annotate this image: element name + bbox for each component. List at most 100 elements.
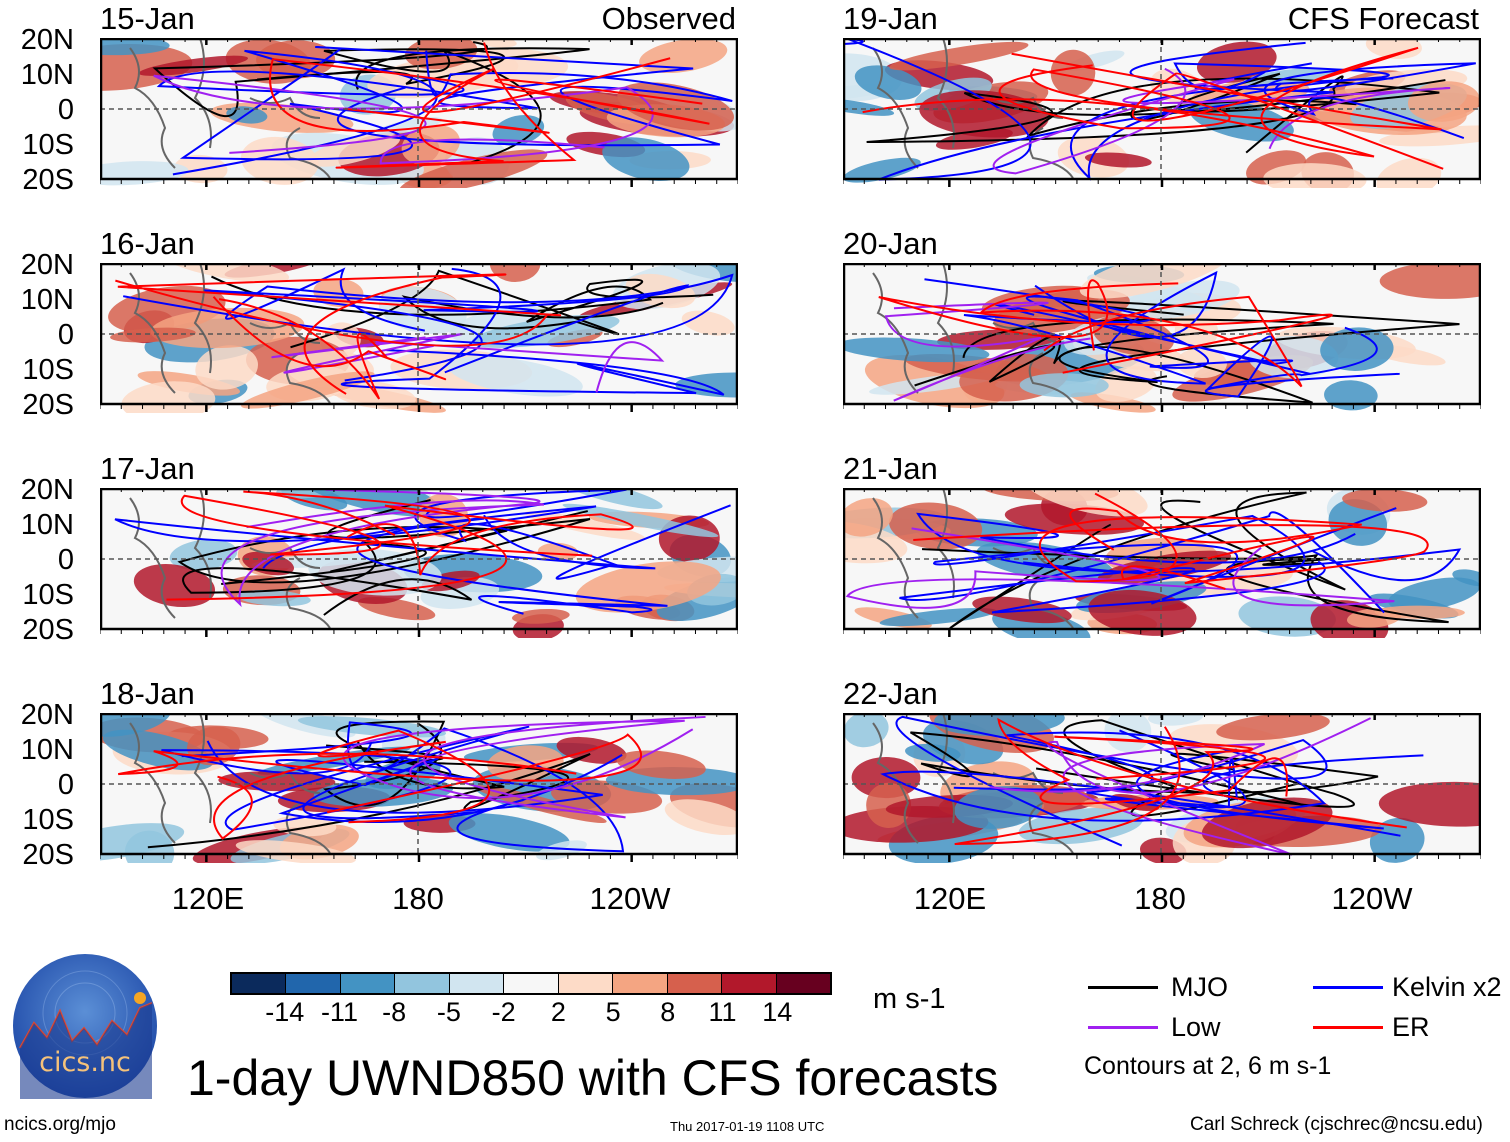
colorbar-tick-label: 14 bbox=[762, 997, 793, 1027]
westerly-anomaly bbox=[639, 38, 728, 74]
colorbar-swatch bbox=[285, 974, 340, 993]
lon-label-120e-left: 120E bbox=[171, 881, 245, 916]
er-contour bbox=[335, 42, 671, 169]
er-contour bbox=[213, 729, 490, 840]
easterly-anomaly bbox=[602, 137, 690, 182]
legend-swatch-low bbox=[1088, 1026, 1158, 1029]
lat-label: 0 bbox=[57, 769, 74, 801]
low-contour bbox=[342, 715, 706, 819]
easterly-anomaly bbox=[1247, 335, 1339, 379]
coastline bbox=[872, 38, 1074, 179]
lon-label-180-right: 180 bbox=[1134, 881, 1186, 916]
er-contour bbox=[180, 490, 593, 557]
low-contour bbox=[884, 301, 1091, 402]
lat-label: 10S bbox=[22, 804, 74, 836]
panel-date: 17-Jan bbox=[100, 451, 195, 486]
er-contour bbox=[166, 504, 634, 601]
legend-label-low: Low bbox=[1171, 1012, 1221, 1042]
kelvin-contour bbox=[1204, 326, 1400, 398]
colorbar bbox=[230, 972, 832, 995]
westerly-anomaly bbox=[1379, 263, 1481, 299]
panel-date: 18-Jan bbox=[100, 676, 195, 711]
kelvin-contour bbox=[916, 512, 1462, 582]
lat-label: 20N bbox=[20, 699, 74, 731]
mjo-contour bbox=[152, 41, 590, 118]
lat-label: 20S bbox=[22, 389, 74, 421]
easterly-anomaly bbox=[843, 98, 895, 116]
logo-text: cics.nc bbox=[39, 1047, 131, 1078]
kelvin-contour bbox=[204, 284, 690, 382]
panel-date: 20-Jan bbox=[843, 226, 938, 261]
coastline bbox=[129, 263, 331, 404]
cics-logo: cics.nc bbox=[13, 954, 157, 1099]
kelvin-contour bbox=[181, 721, 625, 853]
lat-label: 10S bbox=[22, 579, 74, 611]
map-panel bbox=[843, 38, 1481, 188]
westerly-anomaly bbox=[404, 38, 478, 70]
kelvin-contour bbox=[336, 50, 733, 147]
lat-label: 20N bbox=[20, 249, 74, 281]
colorbar-units: m s-1 bbox=[873, 983, 946, 1015]
westerly-anomaly bbox=[512, 608, 570, 624]
westerly-anomaly bbox=[1070, 392, 1156, 413]
colorbar-swatch bbox=[232, 974, 286, 993]
coastline bbox=[129, 488, 331, 629]
coastline bbox=[872, 263, 1074, 404]
mjo-contour bbox=[211, 275, 714, 323]
westerly-anomaly bbox=[399, 149, 548, 188]
westerly-anomaly bbox=[1374, 605, 1465, 619]
westerly-anomaly bbox=[100, 43, 193, 91]
colorbar-tick-label: -5 bbox=[436, 997, 461, 1027]
lon-label-120w-right: 120W bbox=[1331, 881, 1413, 916]
lat-label: 0 bbox=[57, 319, 74, 351]
kelvin-contour bbox=[123, 267, 734, 346]
kelvin-contour bbox=[924, 270, 1218, 385]
figure-title: 1-day UWND850 with CFS forecasts bbox=[187, 1050, 999, 1106]
kelvin-contour bbox=[932, 507, 1397, 605]
lat-label: 10N bbox=[20, 734, 74, 766]
map-panel bbox=[843, 713, 1481, 863]
coastline bbox=[129, 38, 331, 179]
westerly-anomaly bbox=[235, 840, 356, 863]
kelvin-contour bbox=[356, 517, 668, 615]
er-contour bbox=[269, 58, 710, 134]
lon-label-180-left: 180 bbox=[392, 881, 444, 916]
westerly-anomaly bbox=[162, 263, 290, 283]
coastline bbox=[872, 488, 1074, 629]
westerly-anomaly bbox=[889, 41, 1029, 71]
lat-label: 10N bbox=[20, 284, 74, 316]
westerly-anomaly bbox=[1378, 781, 1481, 827]
westerly-anomaly bbox=[121, 381, 216, 413]
easterly-anomaly bbox=[1388, 577, 1481, 611]
easterly-anomaly bbox=[447, 356, 583, 397]
westerly-anomaly bbox=[241, 371, 375, 409]
panel-date: 22-Jan bbox=[843, 676, 938, 711]
lat-label: 10N bbox=[20, 59, 74, 91]
colorbar-swatch bbox=[503, 974, 558, 993]
lat-label: 0 bbox=[57, 94, 74, 126]
westerly-anomaly bbox=[1174, 312, 1219, 350]
lat-label: 20S bbox=[22, 839, 74, 871]
easterly-anomaly bbox=[102, 729, 214, 771]
colorbar-tick-label: 2 bbox=[550, 997, 566, 1027]
colorbar-tick-label: -14 bbox=[265, 997, 305, 1027]
kelvin-contour bbox=[156, 46, 694, 110]
westerly-anomaly bbox=[1216, 713, 1330, 741]
lat-label: 20S bbox=[22, 614, 74, 646]
kelvin-contour bbox=[1069, 62, 1394, 181]
westerly-anomaly bbox=[1050, 49, 1096, 96]
low-contour bbox=[845, 527, 1395, 609]
easterly-anomaly bbox=[954, 786, 1043, 829]
colorbar-tick-label: -8 bbox=[382, 997, 407, 1027]
colorbar-swatch bbox=[612, 974, 667, 993]
map-panel bbox=[100, 488, 738, 638]
mjo-contour bbox=[177, 499, 591, 584]
easterly-anomaly bbox=[854, 65, 922, 100]
easterly-anomaly bbox=[562, 503, 719, 538]
panel-date: 16-Jan bbox=[100, 226, 195, 261]
kelvin-contour bbox=[414, 488, 731, 580]
mjo-contour bbox=[147, 744, 591, 849]
kelvin-contour bbox=[899, 511, 1385, 614]
footer-author: Carl Schreck (cjschrec@ncsu.edu) bbox=[1190, 1114, 1483, 1135]
westerly-anomaly bbox=[616, 750, 706, 779]
